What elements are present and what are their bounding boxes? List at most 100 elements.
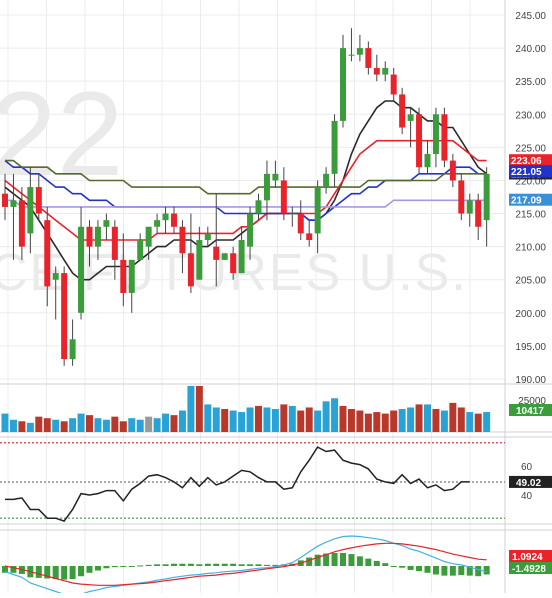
macd-histogram-bar <box>187 563 194 566</box>
volume-bar <box>390 410 398 432</box>
macd-histogram-bar <box>348 554 355 566</box>
macd-histogram-bar <box>171 563 177 566</box>
volume-bar <box>43 418 51 432</box>
candle-body <box>69 339 76 360</box>
volume-bar <box>1 413 9 432</box>
macd-histogram-bar <box>263 564 270 566</box>
macd-histogram-bar <box>204 563 211 566</box>
macd-histogram-bar <box>179 563 186 566</box>
candle-body <box>424 153 431 168</box>
volume-bar <box>271 409 279 432</box>
volume-bar <box>314 410 322 432</box>
price-tick-label: 230.00 <box>515 110 546 121</box>
macd-histogram-bar <box>213 563 220 566</box>
volume-bar <box>238 412 246 432</box>
price-tag <box>509 165 552 178</box>
macd-histogram-bar <box>52 566 59 580</box>
volume-bar <box>187 386 195 432</box>
volume-bar <box>128 418 136 432</box>
volume-bar <box>145 416 153 432</box>
macd-histogram-bar <box>365 558 372 566</box>
volume-bar <box>288 405 296 432</box>
candle-body <box>94 226 101 247</box>
volume-bar <box>305 407 313 432</box>
price-tag <box>509 154 552 167</box>
volume-bar <box>407 407 415 432</box>
macd-histogram-bar <box>44 566 51 579</box>
candle-body <box>213 246 220 260</box>
price-tick-label: 210.00 <box>515 243 546 254</box>
candle-body <box>407 114 414 121</box>
volume-tag-label: 10417 <box>516 406 544 417</box>
rsi-tick-label: 60 <box>521 462 533 473</box>
macd-histogram-bar <box>272 564 279 566</box>
macd-histogram-bar <box>432 566 439 575</box>
macd-histogram-bar <box>137 565 144 567</box>
macd-histogram-bar <box>238 564 245 566</box>
macd-histogram-bar <box>306 557 313 566</box>
rsi-tag-label: 49.02 <box>516 478 541 489</box>
candle-body <box>27 187 34 234</box>
candle-body <box>432 114 439 154</box>
macd-histogram-bar <box>86 566 93 573</box>
macd-histogram-bar <box>221 563 228 566</box>
volume-bar <box>466 412 474 432</box>
candle-body <box>78 226 85 313</box>
volume-bar <box>440 410 448 432</box>
macd-histogram-bar <box>103 566 110 569</box>
candle-body <box>449 160 456 181</box>
candle-body <box>323 173 330 188</box>
candle-body <box>399 94 406 128</box>
macd-histogram-bar <box>162 564 169 566</box>
moving-average-line <box>4 100 488 281</box>
macd-histogram-bar <box>424 566 431 573</box>
macd-histogram-bar <box>483 566 490 575</box>
volume-bar <box>195 386 203 432</box>
volume-bar <box>119 421 127 432</box>
macd-histogram-bar <box>69 566 76 580</box>
price-tick-label: 235.00 <box>515 77 546 88</box>
volume-bar <box>424 404 431 432</box>
macd-histogram-bar <box>120 566 127 567</box>
volume-bar <box>162 413 170 432</box>
volume-bar <box>229 410 237 432</box>
candle-body <box>120 259 127 293</box>
volume-bar <box>26 422 34 432</box>
candle-body <box>348 54 355 56</box>
macd-histogram-bar <box>78 566 85 577</box>
volume-bar <box>373 412 381 432</box>
macd-histogram-bar <box>323 553 330 566</box>
volume-bar <box>212 407 220 432</box>
volume-tag <box>509 404 552 416</box>
candle-body <box>331 120 338 174</box>
candle-body <box>162 213 169 221</box>
macd-histogram-bar <box>314 554 321 566</box>
macd-histogram-bar <box>331 552 338 566</box>
candle-body <box>111 226 118 260</box>
candle-body <box>247 213 254 247</box>
volume-bar <box>69 418 77 432</box>
macd-histogram-bar <box>390 566 397 567</box>
macd-histogram-bar <box>128 566 135 567</box>
candle-body <box>272 173 279 181</box>
macd-histogram-bar <box>340 552 346 566</box>
candle-body <box>238 240 245 274</box>
rsi-tag <box>509 475 552 488</box>
candle-body <box>171 213 177 227</box>
candle-body <box>356 48 363 55</box>
candle-body <box>466 200 473 214</box>
price-tag-label: 223.06 <box>511 156 542 167</box>
macd-histogram-bar <box>154 564 161 566</box>
candle-body <box>441 114 448 161</box>
volume-bar <box>322 401 330 432</box>
volume-bar <box>255 405 262 432</box>
volume-bar <box>297 410 305 432</box>
volume-bar <box>102 419 110 432</box>
price-tick-label: 215.00 <box>515 210 546 221</box>
candle-body <box>483 173 490 221</box>
volume-bar <box>18 421 26 432</box>
macd-tag <box>509 562 552 574</box>
rsi-tick-label: 40 <box>521 491 533 502</box>
macd-pane <box>2 535 490 597</box>
